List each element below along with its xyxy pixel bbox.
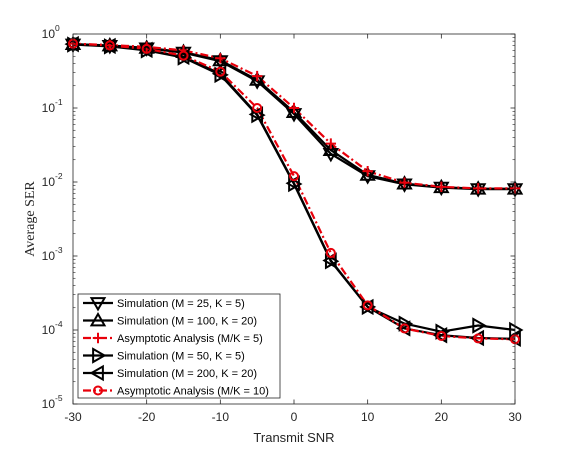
series-2-point — [212, 51, 229, 67]
y-tick-exponent: -5 — [55, 393, 63, 403]
legend-marker-6 — [92, 385, 104, 396]
legend: Simulation (M = 25, K = 5) Simulation (M … — [77, 293, 281, 399]
y-tick-label: 10 — [42, 323, 56, 337]
series-2-point — [248, 71, 266, 86]
y-tick-label: 10 — [42, 27, 56, 41]
y-tick-exponent: -3 — [55, 245, 63, 255]
series-2-point — [285, 103, 303, 118]
y-tick-label: 10 — [42, 175, 56, 189]
legend-label-5: Simulation (M = 200, K = 20) — [117, 368, 257, 380]
y-tick-label: 10 — [42, 249, 56, 263]
x-tick-label: -20 — [138, 410, 156, 424]
series-6-point — [215, 66, 226, 77]
y-tick-label: 10 — [42, 101, 56, 115]
series-6-point — [325, 247, 336, 258]
legend-box — [77, 293, 281, 399]
series-3-point — [325, 138, 337, 149]
y-tick-exponent: -4 — [55, 319, 63, 329]
series-3-point — [215, 53, 226, 64]
series-6-point — [399, 323, 410, 334]
series-3-point — [288, 102, 300, 114]
series-6-point — [252, 102, 263, 114]
legend-label-2: Simulation (M = 100, K = 20) — [117, 316, 257, 328]
series-6-point — [288, 171, 300, 182]
series-6-point — [141, 43, 152, 54]
series-6-point — [178, 50, 189, 61]
legend-marker-5 — [89, 364, 104, 382]
legend-label-1: Simulation (M = 25, K = 5) — [117, 298, 245, 310]
series-6-point — [436, 330, 447, 342]
series-6-point — [473, 333, 484, 344]
series-6-point — [104, 40, 115, 51]
series-5-point — [211, 65, 227, 83]
x-tick-label: 0 — [291, 410, 298, 424]
series-6-point — [362, 300, 373, 311]
series-3-point — [362, 165, 373, 177]
series-3-point — [436, 181, 447, 193]
legend-marker-4 — [92, 347, 107, 364]
x-tick-label: 20 — [435, 410, 449, 424]
legend-marker-1 — [89, 297, 107, 312]
series-markers — [64, 35, 524, 348]
series-4-point — [509, 321, 524, 339]
series-3-point — [251, 70, 263, 82]
series-3-point — [399, 177, 410, 188]
y-tick-label: 10 — [42, 397, 56, 411]
legend-label-4: Simulation (M = 50, K = 5) — [117, 351, 245, 363]
x-tick-labels: -30 -20 -10 0 10 20 30 — [64, 410, 522, 424]
x-tick-label: 30 — [508, 410, 522, 424]
y-tick-exponent: -2 — [55, 171, 63, 181]
x-tick-label: 10 — [361, 410, 375, 424]
y-tick-exponent: -1 — [55, 97, 63, 107]
x-tick-label: -10 — [212, 410, 230, 424]
y-axis-label: Average SER — [23, 181, 38, 257]
legend-marker-3 — [92, 332, 104, 344]
x-tick-label: -30 — [64, 410, 82, 424]
series-2-point — [359, 166, 376, 181]
legend-items: Simulation (M = 25, K = 5) Simulation (M … — [83, 297, 269, 398]
series-4-point — [398, 315, 414, 332]
legend-marker-2 — [89, 311, 107, 327]
series-2-point — [322, 141, 340, 156]
y-tick-exponent: 0 — [55, 23, 60, 33]
axis-ticks — [72, 33, 516, 405]
series-3-point — [472, 183, 484, 194]
series-4-point — [472, 317, 487, 334]
legend-label-6: Asymptotic Analysis (M/K = 10) — [117, 386, 269, 398]
x-axis-label: Transmit SNR — [253, 430, 334, 445]
series-4-point — [435, 323, 450, 340]
legend-label-3: Asymptotic Analysis (M/K = 5) — [117, 333, 263, 345]
